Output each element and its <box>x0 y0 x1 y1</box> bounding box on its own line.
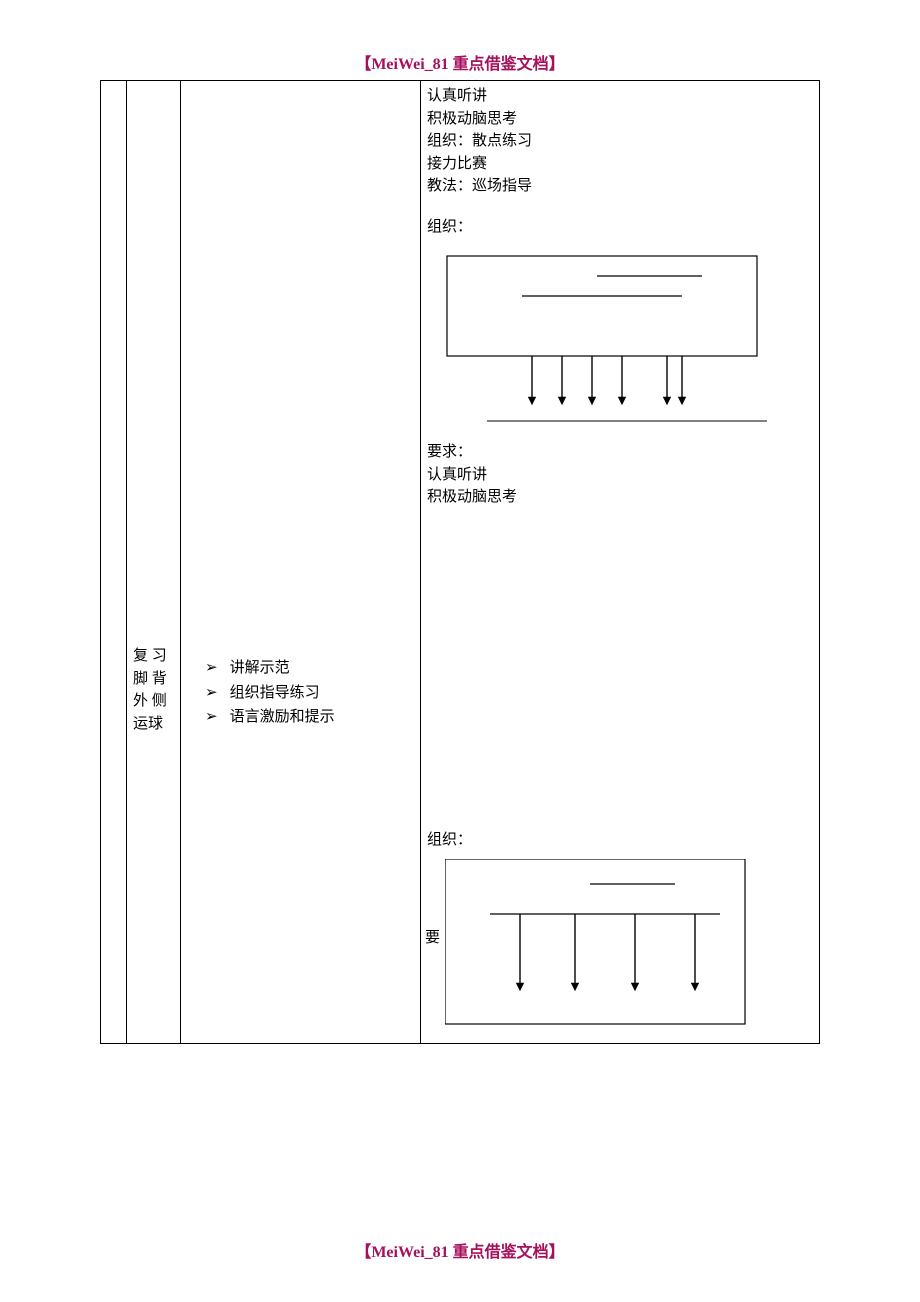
list-item: 讲解示范 <box>205 657 414 680</box>
requirement-line: 接力比赛 <box>427 153 813 176</box>
page-header: 【MeiWei_81 重点借鉴文档】 <box>100 50 820 74</box>
diagram-1 <box>427 246 813 431</box>
activity-list: 讲解示范 组织指导练习 语言激励和提示 <box>205 657 414 729</box>
page: 【MeiWei_81 重点借鉴文档】 复 习 脚 背 外 侧 运球 讲解示范 组… <box>0 0 920 1302</box>
requirement-line: 教法：巡场指导 <box>427 175 813 198</box>
column-student-activity: 认真听讲 积极动脑思考 组织：散点练习 接力比赛 教法：巡场指导 组织： 要求：… <box>421 81 820 1044</box>
organization-label: 组织： <box>427 829 813 852</box>
topic-line: 运球 <box>133 713 174 736</box>
topic-line: 脚 背 <box>133 668 174 691</box>
topic-text: 复 习 脚 背 外 侧 运球 <box>133 85 174 735</box>
requirement-label-partial: 要 <box>425 927 440 950</box>
requirement-line: 认真听讲 <box>427 85 813 108</box>
formation-diagram-1 <box>427 246 787 431</box>
requirement-line: 组织：散点练习 <box>427 130 813 153</box>
list-item: 语言激励和提示 <box>205 706 414 729</box>
requirement-line: 认真听讲 <box>427 464 813 487</box>
list-item: 组织指导练习 <box>205 682 414 705</box>
requirement-label: 要求： <box>427 441 813 464</box>
lesson-table: 复 习 脚 背 外 侧 运球 讲解示范 组织指导练习 语言激励和提示 认真听讲 … <box>100 80 820 1044</box>
column-phase <box>101 81 127 1044</box>
requirement-line: 积极动脑思考 <box>427 486 813 509</box>
column-teacher-activity: 讲解示范 组织指导练习 语言激励和提示 <box>181 81 421 1044</box>
organization-label: 组织： <box>427 216 813 239</box>
column-topic: 复 习 脚 背 外 侧 运球 <box>127 81 181 1044</box>
page-footer: 【MeiWei_81 重点借鉴文档】 <box>0 1238 920 1262</box>
topic-line: 复 习 <box>133 645 174 668</box>
topic-line: 外 侧 <box>133 690 174 713</box>
formation-diagram-2 <box>445 859 755 1029</box>
diagram-2: 要 <box>445 859 813 1029</box>
requirement-line: 积极动脑思考 <box>427 108 813 131</box>
